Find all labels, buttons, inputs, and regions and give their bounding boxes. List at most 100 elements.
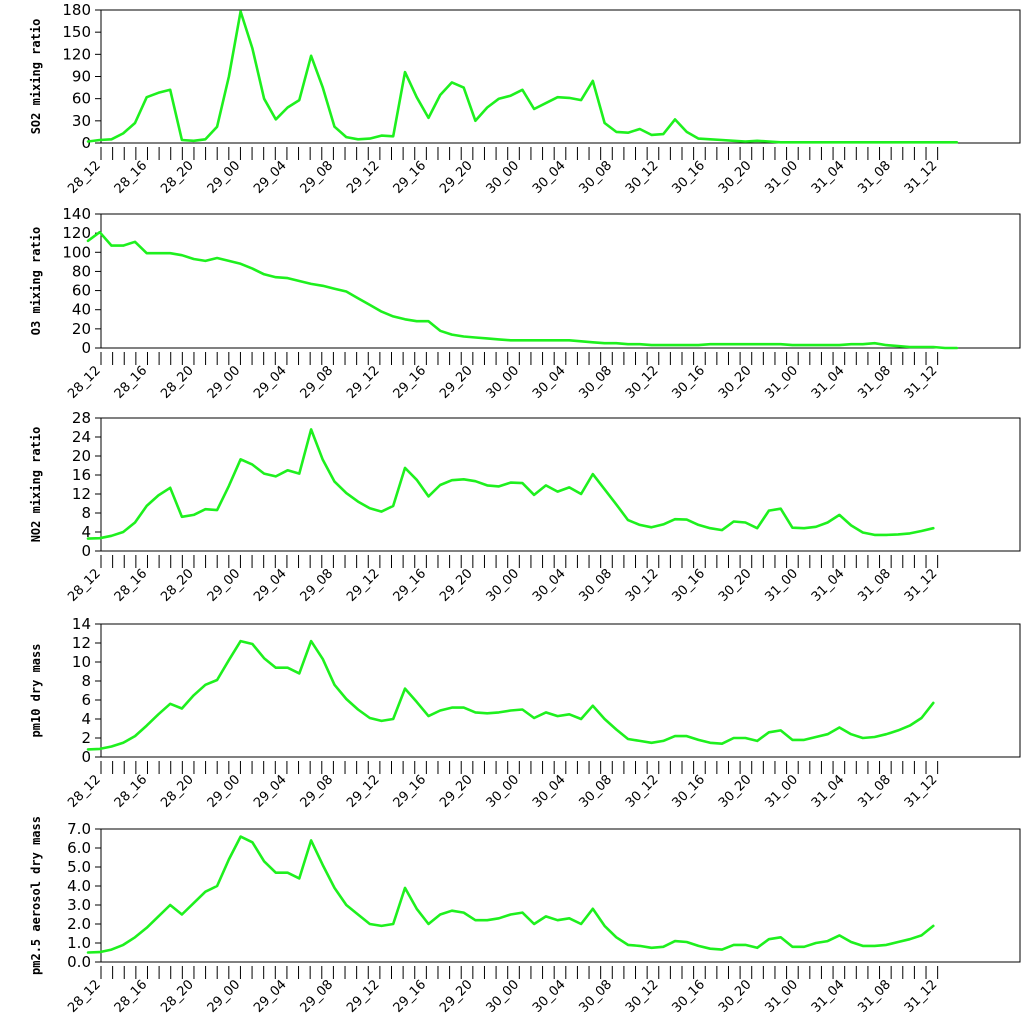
y-tick-label: 0 (81, 339, 91, 357)
x-tick-label: 31_00 (762, 158, 801, 197)
y-tick-label: 0 (81, 134, 91, 152)
y-tick-label: 7.0 (67, 820, 91, 838)
x-tick-label: 31_12 (902, 772, 941, 811)
y-tick-label: 90 (72, 68, 91, 86)
x-tick-label: 31_04 (809, 772, 848, 811)
x-tick-label: 28_12 (65, 158, 104, 197)
x-tick-label: 29_04 (251, 566, 290, 605)
x-tick-label: 30_00 (484, 772, 523, 811)
x-tick-label: 29_08 (298, 363, 337, 402)
y-tick-label: 2 (81, 729, 91, 747)
y-tick-label: 16 (72, 466, 91, 484)
y-tick-label: 3.0 (67, 896, 91, 914)
y-tick-label: 60 (72, 282, 91, 300)
y-tick-label: 1.0 (67, 934, 91, 952)
y-tick-label: 4.0 (67, 877, 91, 895)
y-axis-title: pm2.5 aerosol dry mass (29, 816, 43, 975)
x-tick-label: 29_16 (391, 772, 430, 811)
y-tick-label: 100 (62, 243, 91, 261)
plot-frame (100, 828, 1021, 963)
x-tick-label: 28_12 (65, 772, 104, 811)
x-tick-label: 30_12 (623, 977, 662, 1016)
x-tick-label: 29_12 (344, 772, 383, 811)
x-tick-label: 28_16 (112, 977, 151, 1016)
y-tick-label: 40 (72, 301, 91, 319)
x-tick-label: 30_08 (577, 363, 616, 402)
x-tick-label: 30_20 (716, 363, 755, 402)
x-tick-label: 31_00 (762, 363, 801, 402)
x-tick-label: 30_00 (484, 363, 523, 402)
x-tick-label: 28_12 (65, 363, 104, 402)
x-tick-label: 29_08 (298, 772, 337, 811)
y-axis-title: pm10 dry mass (29, 644, 43, 738)
x-tick-label: 29_16 (391, 363, 430, 402)
y-tick-label: 10 (72, 653, 91, 671)
x-tick-label: 28_12 (65, 566, 104, 605)
x-tick-label: 31_04 (809, 363, 848, 402)
y-tick-label: 0.0 (67, 953, 91, 971)
x-tick-label: 29_12 (344, 158, 383, 197)
x-tick-label: 29_20 (437, 363, 476, 402)
y-tick-label: 24 (72, 428, 91, 446)
y-tick-label: 4 (81, 710, 91, 728)
x-tick-label: 30_20 (716, 977, 755, 1016)
y-tick-label: 6.0 (67, 839, 91, 857)
x-tick-label: 30_12 (623, 566, 662, 605)
x-tick-label: 30_16 (669, 158, 708, 197)
x-tick-label: 29_08 (298, 977, 337, 1016)
y-tick-label: 20 (72, 447, 91, 465)
y-tick-label: 4 (81, 523, 91, 541)
y-axis-title: NO2 mixing ratio (29, 427, 43, 543)
y-tick-label: 5.0 (67, 858, 91, 876)
x-tick-label: 31_12 (902, 977, 941, 1016)
plot-frame (100, 213, 1021, 349)
x-tick-label: 31_08 (855, 363, 894, 402)
y-tick-label: 20 (72, 320, 91, 338)
x-tick-label: 30_04 (530, 363, 569, 402)
x-tick-label: 30_00 (484, 158, 523, 197)
x-tick-label: 29_20 (437, 772, 476, 811)
y-tick-label: 12 (72, 634, 91, 652)
y-tick-label: 6 (81, 691, 91, 709)
x-tick-label: 29_00 (205, 158, 244, 197)
y-tick-label: 60 (72, 90, 91, 108)
x-tick-label: 29_12 (344, 566, 383, 605)
x-tick-label: 29_00 (205, 772, 244, 811)
y-tick-label: 80 (72, 262, 91, 280)
series-line-0 (86, 10, 959, 144)
y-tick-label: 150 (62, 23, 91, 41)
x-tick-label: 30_16 (669, 772, 708, 811)
x-tick-label: 31_04 (809, 158, 848, 197)
series-line-0 (86, 230, 959, 350)
y-tick-label: 120 (62, 224, 91, 242)
x-tick-label: 30_08 (577, 772, 616, 811)
x-tick-label: 30_04 (530, 158, 569, 197)
series-line-0 (86, 428, 935, 540)
x-tick-label: 31_08 (855, 158, 894, 197)
x-tick-label: 30_12 (623, 772, 662, 811)
y-tick-label: 14 (72, 615, 91, 633)
plot-frame (100, 9, 1021, 144)
x-tick-label: 29_08 (298, 566, 337, 605)
x-tick-label: 31_12 (902, 566, 941, 605)
y-axis-title: O3 mixing ratio (29, 227, 43, 335)
x-tick-label: 28_20 (158, 158, 197, 197)
plot-frame (100, 623, 1021, 758)
x-tick-label: 29_20 (437, 566, 476, 605)
x-tick-label: 28_20 (158, 977, 197, 1016)
x-tick-label: 29_04 (251, 977, 290, 1016)
x-tick-label: 29_20 (437, 977, 476, 1016)
x-tick-label: 29_00 (205, 566, 244, 605)
x-tick-label: 28_16 (112, 363, 151, 402)
x-tick-label: 29_04 (251, 363, 290, 402)
x-tick-label: 28_16 (112, 772, 151, 811)
chart-panel-4: 0.01.02.03.04.05.06.07.0 pm2.5 aerosol dr… (29, 816, 1021, 1016)
x-tick-label: 30_20 (716, 772, 755, 811)
series-line-0 (86, 639, 935, 751)
x-tick-label: 30_20 (716, 566, 755, 605)
